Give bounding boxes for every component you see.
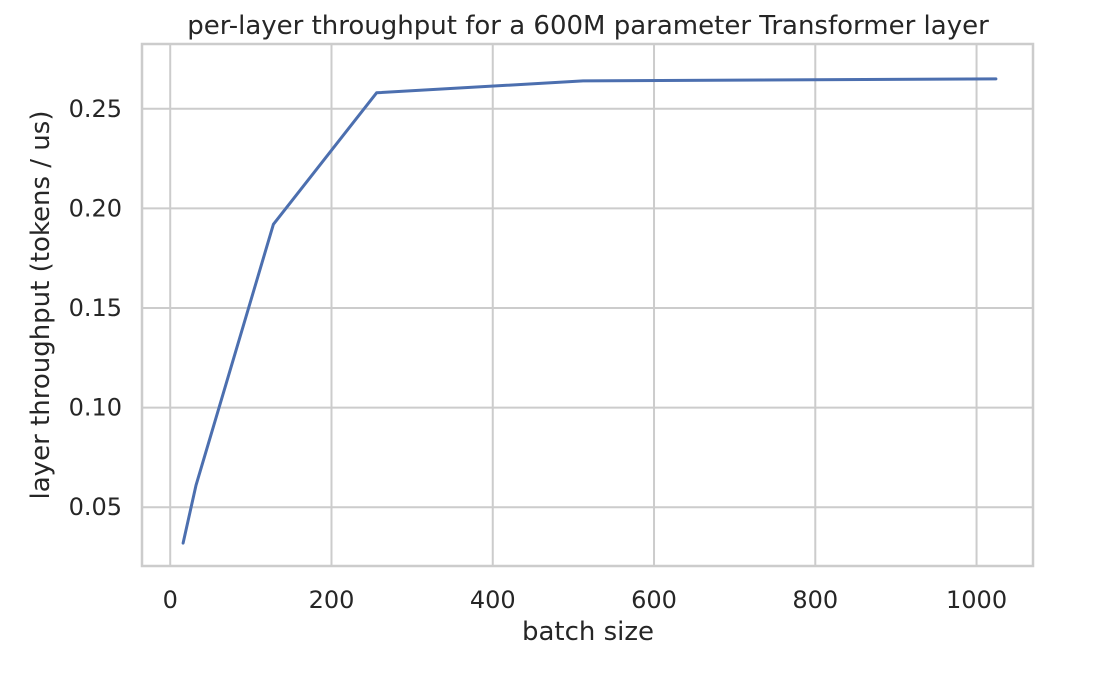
x-axis-label: batch size <box>522 617 654 647</box>
x-tick-label: 400 <box>470 586 516 614</box>
series-line <box>181 77 998 545</box>
x-tick-label: 200 <box>309 586 355 614</box>
x-tick-label: 600 <box>631 586 677 614</box>
grid-lines <box>142 44 1033 566</box>
tick-labels: 0 200 400 600 800 1000 0.05 0.10 0.15 0.20 0.25 <box>69 95 1008 614</box>
y-tick-label: 0.10 <box>69 394 122 422</box>
x-tick-label: 1000 <box>946 586 1007 614</box>
plot-frame <box>140 42 1035 568</box>
y-tick-label: 0.20 <box>69 194 122 222</box>
y-tick-label: 0.25 <box>69 95 122 123</box>
y-tick-label: 0.15 <box>69 294 122 322</box>
y-axis-label: layer throughput (tokens / us) <box>26 111 56 500</box>
chart-title: per-layer throughput for a 600M paramete… <box>187 11 989 41</box>
series-layer <box>181 77 998 545</box>
x-tick-label: 0 <box>163 586 178 614</box>
y-tick-label: 0.05 <box>69 493 122 521</box>
x-tick-label: 800 <box>792 586 838 614</box>
